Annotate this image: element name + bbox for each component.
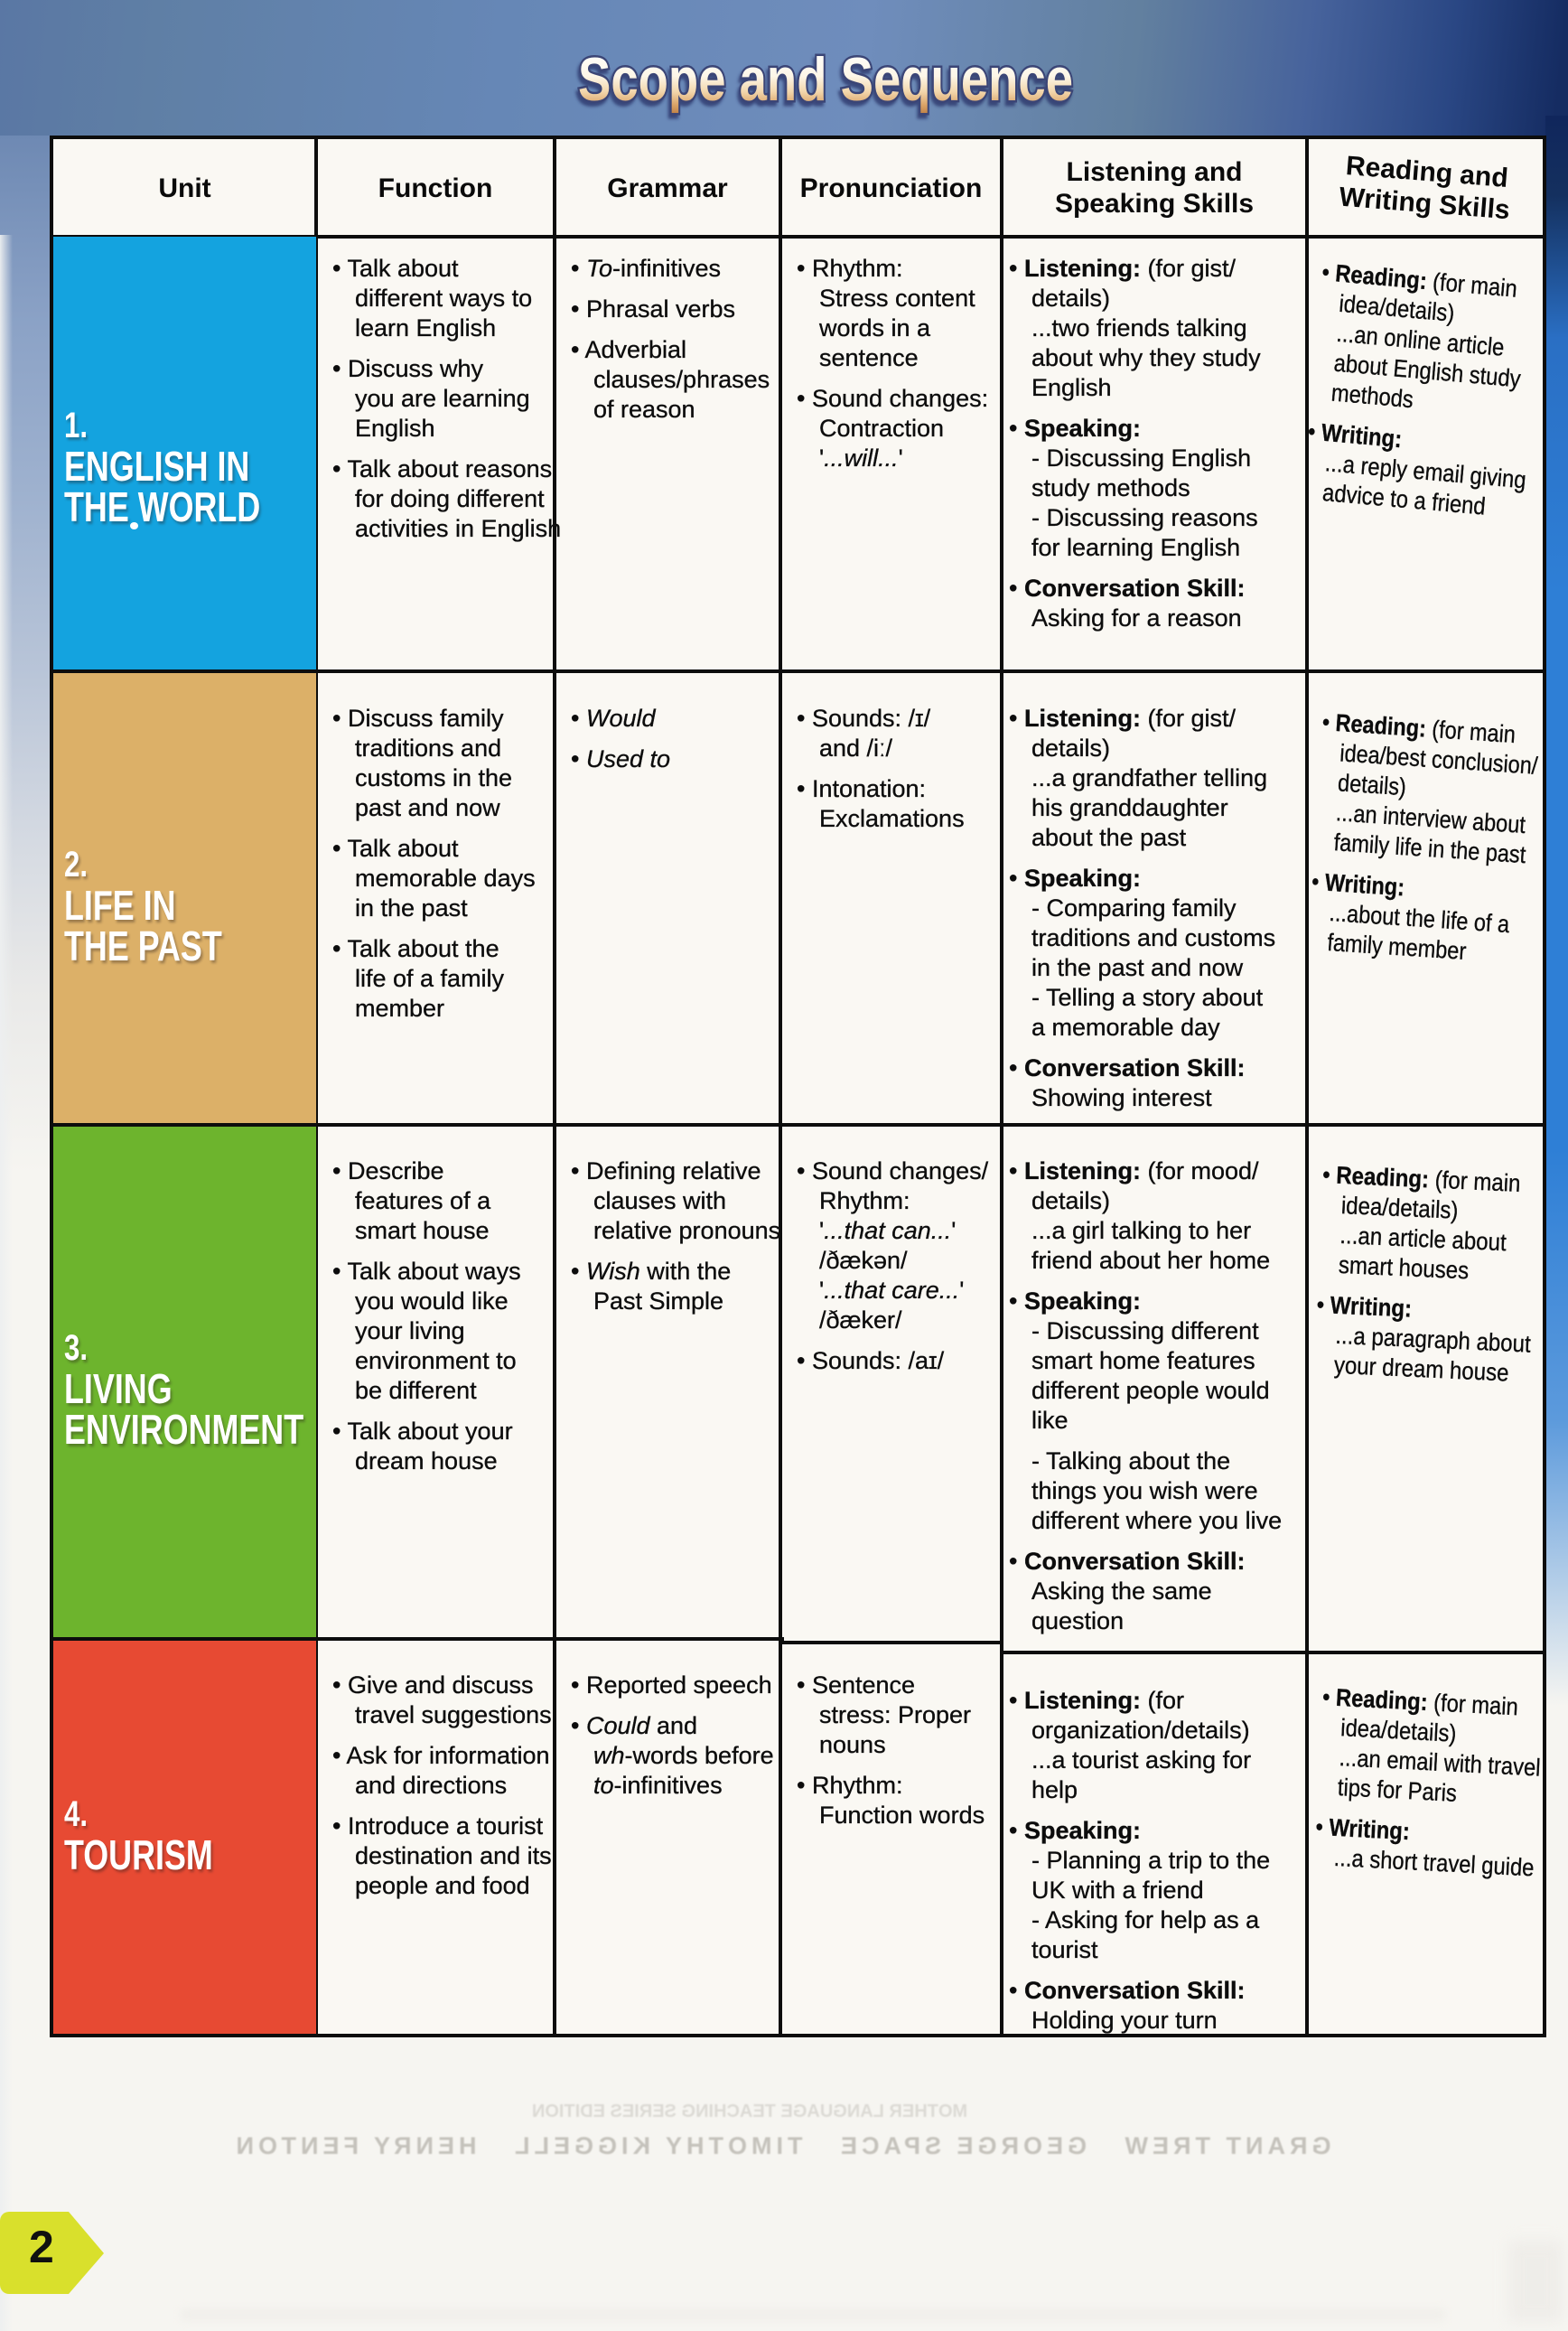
svg-text:Scope and Sequence: Scope and Sequence <box>578 45 1073 114</box>
